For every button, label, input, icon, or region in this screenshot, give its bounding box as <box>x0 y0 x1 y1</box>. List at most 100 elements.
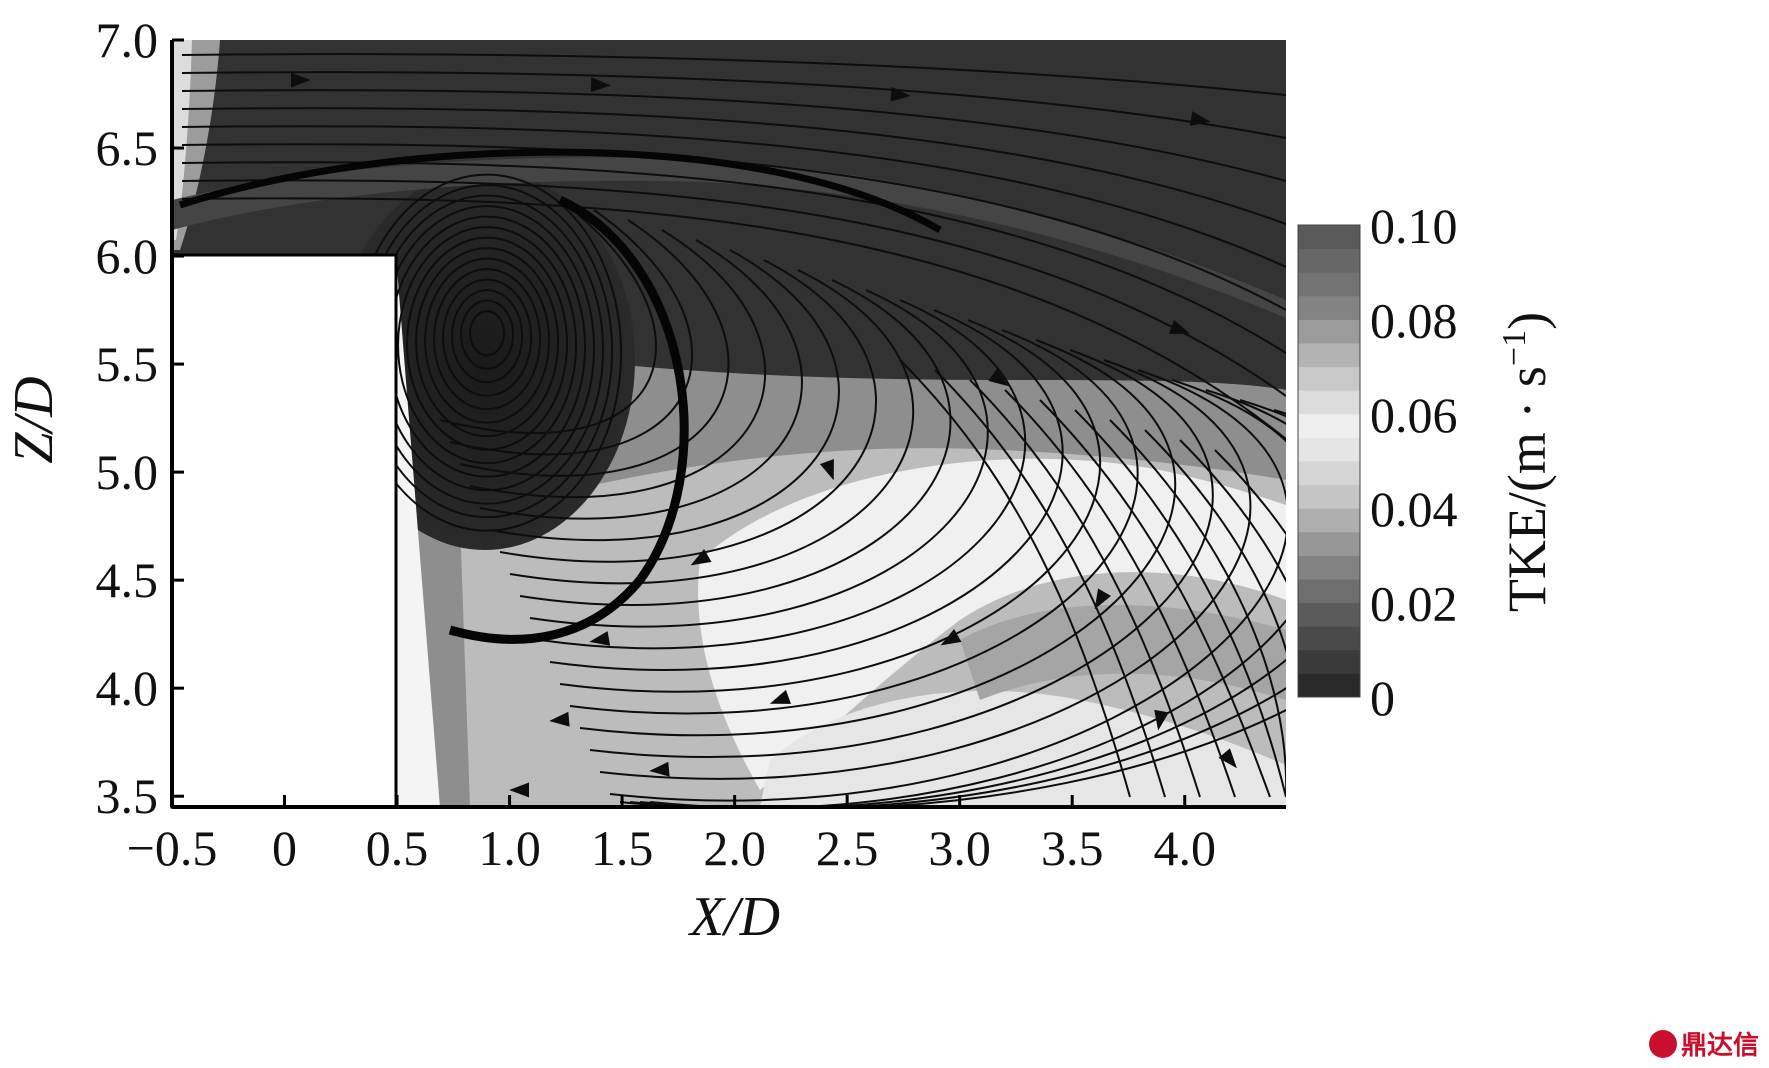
colorbar-band <box>1298 649 1360 674</box>
flow-arrow <box>291 72 311 88</box>
corner-streamline <box>1214 449 1286 797</box>
x-tick-label: 1.5 <box>591 820 654 876</box>
watermark-logo-icon <box>1648 1029 1677 1058</box>
x-tick-label: 2.0 <box>703 820 766 876</box>
colorbar-band <box>1298 555 1360 580</box>
upper-streamline <box>181 179 1286 397</box>
x-tick-label: 0.5 <box>366 820 429 876</box>
upper-band <box>172 157 1286 318</box>
flow-arrow <box>769 689 792 704</box>
flow-arrow <box>649 761 670 777</box>
recirculation-streamline <box>649 409 1286 807</box>
colorbar-tick-label: 0.02 <box>1370 576 1458 632</box>
upper-streamline <box>181 125 1286 268</box>
flow-arrow <box>589 631 611 646</box>
flow-arrow <box>549 711 570 727</box>
colorbar-band <box>1298 248 1360 273</box>
upper-streamline <box>181 143 1286 311</box>
flow-arrow <box>819 458 834 481</box>
x-tick-label: 0 <box>272 820 297 876</box>
x-tick-label: 4.0 <box>1153 820 1216 876</box>
upper-streamline <box>181 107 1286 225</box>
colorbar-band <box>1298 602 1360 627</box>
vortex-streamline <box>397 226 578 465</box>
recirculation-streamline <box>439 199 657 434</box>
tke-field <box>172 40 1286 807</box>
recirculation-streamline <box>519 279 952 606</box>
flow-arrow <box>988 368 1009 387</box>
corner-streamline <box>1179 439 1286 797</box>
flow-arrow <box>1218 748 1237 769</box>
watermark: 鼎达信 <box>1648 1025 1759 1062</box>
flow-arrow <box>690 549 712 566</box>
tke-zone-bright <box>698 458 1286 790</box>
recirculation-streamline <box>539 299 1027 650</box>
colorbar-band <box>1298 366 1360 391</box>
recirculation-streamline <box>639 399 1286 807</box>
flow-arrow <box>1168 319 1191 334</box>
colorbar-band <box>1298 343 1360 368</box>
recirculation-streamline <box>479 239 803 520</box>
upper-streamline <box>181 197 1286 440</box>
y-axis-title: Z/D <box>3 376 65 463</box>
separation-arc <box>448 195 689 644</box>
vortex-streamline <box>460 299 515 370</box>
streamlines <box>181 53 1286 807</box>
corner-streamline <box>934 369 1166 798</box>
y-tick-label: 6.0 <box>96 228 159 284</box>
upper-streamline <box>181 71 1286 139</box>
colorbar-band <box>1298 272 1360 297</box>
vortex-streamline <box>433 268 542 411</box>
recirculation-streamline <box>509 269 915 585</box>
colorbar-band <box>1298 225 1360 250</box>
recirculation-streamline <box>469 229 767 499</box>
vortex-streamline <box>424 257 551 424</box>
corner-streamline <box>1074 409 1286 798</box>
recirculation-streamline <box>499 259 877 563</box>
tke-zone-mid-2 <box>960 605 1286 700</box>
flow-arrow <box>1154 709 1169 731</box>
recirculation-streamline <box>529 289 989 628</box>
recirculation-streamline <box>609 369 1286 802</box>
vortex-streamline <box>469 310 506 357</box>
y-axis-ticks: 3.5 4.0 4.5 5.0 5.5 6.0 6.5 7.0 <box>96 12 184 824</box>
colorbar-band <box>1298 508 1360 533</box>
colorbar-frame <box>1297 224 1361 698</box>
colorbar-band <box>1298 295 1360 320</box>
y-tick-label: 4.5 <box>96 552 159 608</box>
flow-arrow <box>940 629 962 646</box>
recirculation-streamline <box>569 329 1139 715</box>
colorbar-band <box>1298 579 1360 604</box>
colorbar-bands <box>1298 225 1360 698</box>
y-tick-label: 5.5 <box>96 336 159 392</box>
upper-streamline <box>181 53 1286 96</box>
flow-arrow <box>1189 111 1211 126</box>
obstacle-body <box>170 253 398 809</box>
vortex-streamline <box>415 247 560 438</box>
x-axis-title: X/D <box>688 886 780 948</box>
x-tick-label: 3.5 <box>1041 820 1104 876</box>
x-tick-label: −0.5 <box>127 820 218 876</box>
colorbar: 0 0.02 0.04 0.06 0.08 0.10 TKE/(m · s−1) <box>1297 198 1557 726</box>
colorbar-band <box>1298 673 1360 698</box>
upper-streamline <box>181 89 1286 182</box>
corner-streamline <box>1144 429 1286 797</box>
x-axis-ticks: −0.5 0 0.5 1.0 1.5 2.0 2.5 3.0 3.5 4.0 <box>127 795 1216 876</box>
recirculation-streamline <box>619 379 1286 807</box>
watermark-text: 鼎达信 <box>1680 1031 1759 1061</box>
axes-frame <box>170 40 1286 809</box>
colorbar-tick-label: 0.08 <box>1370 292 1458 348</box>
recirculation-streamline <box>589 349 1214 759</box>
corner-streamline <box>899 359 1131 798</box>
colorbar-band <box>1298 461 1360 486</box>
x-tick-label: 2.5 <box>816 820 879 876</box>
x-tick-label: 1.0 <box>478 820 541 876</box>
vortex-streamline <box>451 289 524 384</box>
y-tick-label: 7.0 <box>96 12 159 68</box>
corner-streamline <box>1004 389 1236 798</box>
recirculation-streamline <box>559 319 1101 693</box>
colorbar-band <box>1298 531 1360 556</box>
colorbar-tick-label: 0.06 <box>1370 387 1458 443</box>
colorbar-title: TKE/(m · s−1) <box>1496 312 1557 612</box>
